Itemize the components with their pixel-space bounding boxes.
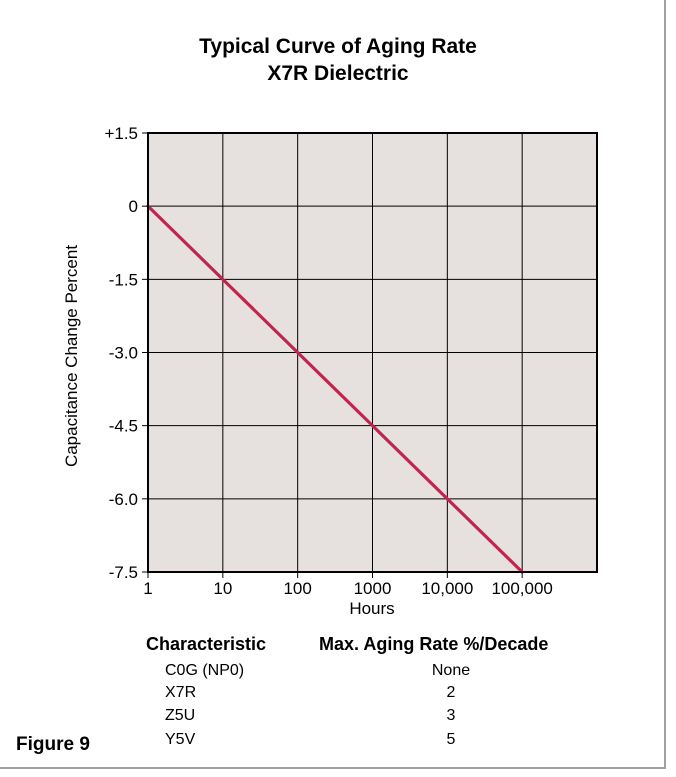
tick-marks xyxy=(142,132,523,578)
figure-label: Figure 9 xyxy=(16,734,90,755)
table-cell-characteristic: C0G (NP0) xyxy=(165,662,245,679)
figure-frame xyxy=(0,0,666,769)
y-tick-label: -1.5 xyxy=(109,270,138,289)
x-axis-label: Hours xyxy=(349,599,394,618)
table-cell-aging-rate: 5 xyxy=(446,731,456,748)
table-header-aging-rate: Max. Aging Rate %/Decade xyxy=(319,634,549,654)
table-cell-aging-rate: 2 xyxy=(446,684,456,701)
x-tick-label: 1000 xyxy=(354,579,392,598)
chart-title-line-2: X7R Dielectric xyxy=(267,62,409,85)
y-tick-label: 0 xyxy=(129,197,138,216)
table-header-characteristic: Characteristic xyxy=(146,634,267,654)
y-tick-label: -7.5 xyxy=(109,563,138,582)
series-layer xyxy=(146,204,524,574)
aging-curve-line xyxy=(146,204,524,574)
x-tick-label: 100,000 xyxy=(491,579,552,598)
x-tick-label: 10,000 xyxy=(421,579,473,598)
x-tick-label: 1 xyxy=(143,579,152,598)
table-cell-characteristic: X7R xyxy=(165,684,197,701)
y-tick-label: -3.0 xyxy=(109,344,138,363)
y-tick-labels: +1.5 0 -1.5 -3.0 -4.5 -6.0 -7.5 xyxy=(104,124,138,582)
y-tick-label: +1.5 xyxy=(104,124,138,143)
table-cell-aging-rate: 3 xyxy=(446,707,456,724)
x-tick-label: 100 xyxy=(283,579,311,598)
table-cell-characteristic: Z5U xyxy=(165,707,196,724)
table-cell-aging-rate: None xyxy=(431,662,471,679)
y-tick-label: -6.0 xyxy=(109,490,138,509)
y-tick-label: -4.5 xyxy=(109,417,138,436)
x-tick-label: 10 xyxy=(213,579,232,598)
y-axis-label: Capacitance Change Percent xyxy=(62,245,81,467)
chart-title-line-1: Typical Curve of Aging Rate xyxy=(199,35,477,58)
table-cell-characteristic: Y5V xyxy=(165,731,196,748)
x-tick-labels: 1 10 100 1000 10,000 100,000 xyxy=(143,579,553,598)
aging-rate-chart: 1 10 100 1000 10,000 100,000 +1.5 0 -1.5 -3.0 -4.… xyxy=(62,124,598,618)
